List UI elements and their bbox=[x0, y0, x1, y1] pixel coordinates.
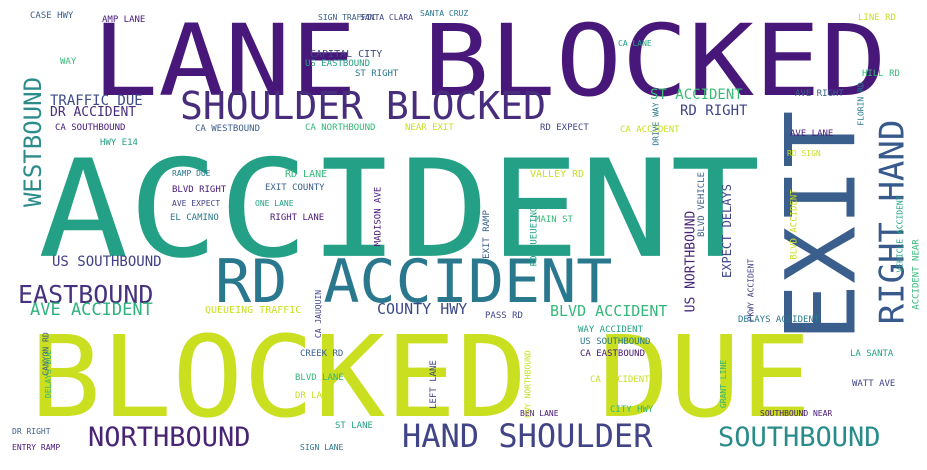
word-us-southbound: US SOUTHBOUND bbox=[52, 254, 162, 270]
word-small: ENTRY RAMP bbox=[12, 443, 61, 452]
word-small: DELAYS DUE bbox=[44, 349, 54, 399]
word-small: HWY NORTHBOUND bbox=[523, 350, 533, 418]
word-st-accident: ST ACCIDENT bbox=[650, 87, 743, 103]
word-northbound: NORTHBOUND bbox=[88, 422, 251, 453]
word-small: CASE HWY bbox=[30, 11, 74, 21]
word-small: HILL RD bbox=[862, 69, 900, 79]
word-small: RAMP DUE bbox=[172, 169, 211, 178]
word-small: ACCIDENT NEAR bbox=[911, 239, 922, 310]
word-small: PASS RD bbox=[485, 311, 523, 321]
word-small: CA NORTHBOUND bbox=[305, 123, 376, 133]
word-small: CAPITAL CITY bbox=[310, 49, 383, 60]
word-blvd-accident: BLVD ACCIDENT bbox=[550, 302, 668, 320]
word-small: US SOUTHBOUND bbox=[580, 337, 651, 347]
word-small: ONE LANE bbox=[255, 199, 294, 208]
word-small: SANTA CLARA bbox=[360, 13, 413, 22]
word-small: US EASTBOUND bbox=[305, 59, 371, 69]
word-small: DR LANE bbox=[295, 391, 333, 401]
word-exit: EXIT bbox=[765, 110, 878, 342]
word-small: DELAYS ACCIDENT bbox=[738, 315, 820, 325]
word-expect-delays: EXPECT DELAYS bbox=[719, 184, 734, 278]
word-small: RIGHT LANE bbox=[270, 213, 325, 223]
word-blocked-due: BLOCKED DUE bbox=[30, 311, 812, 443]
word-shoulder-blocked: SHOULDER BLOCKED bbox=[180, 84, 547, 128]
word-small: MADISON AVE bbox=[373, 186, 384, 247]
word-rd-right: RD RIGHT bbox=[680, 103, 748, 119]
word-county-hwy: COUNTY HWY bbox=[377, 300, 468, 318]
word-small: AVE EXPECT bbox=[172, 199, 221, 208]
word-small: BLVD ACCIDENT bbox=[789, 189, 800, 260]
word-small: CA JAUQUIN bbox=[314, 289, 324, 339]
word-small: SIGN LANE bbox=[300, 443, 344, 452]
word-traffic-due: TRAFFIC DUE bbox=[50, 93, 143, 109]
word-small: ST LANE bbox=[335, 421, 373, 431]
word-small: QUEUEING TRAFFIC bbox=[205, 305, 302, 316]
word-small: WAY ACCIDENT bbox=[578, 325, 644, 335]
word-westbound: WESTBOUND bbox=[19, 76, 48, 208]
word-small: EXIT RAMP bbox=[481, 210, 492, 259]
word-small: CA EASTBOUND bbox=[580, 349, 646, 359]
word-small: MAIN ST bbox=[535, 215, 573, 225]
word-small: SOUTHBOUND NEAR bbox=[760, 409, 833, 418]
word-hand-shoulder: HAND SHOULDER bbox=[402, 417, 653, 455]
word-small: RD SIGN bbox=[787, 149, 821, 158]
word-ave-accident: AVE ACCIDENT bbox=[30, 300, 153, 320]
word-small: BLVD RIGHT bbox=[172, 185, 227, 195]
word-small: BLVD VEHICLE bbox=[697, 171, 708, 238]
word-small: GRANT LINE bbox=[719, 359, 729, 409]
word-small: LINE RD bbox=[858, 13, 896, 23]
word-small: RD QUEUEING bbox=[529, 206, 540, 267]
word-small: EL CAMINO bbox=[170, 213, 219, 223]
word-small: WAY bbox=[60, 57, 77, 67]
word-small: BEN LANE bbox=[520, 409, 559, 418]
word-small: DRIVE WAY bbox=[651, 102, 661, 146]
word-small: PKWY ACCIDENT bbox=[746, 258, 756, 322]
word-small: CA SOUTHBOUND bbox=[55, 123, 126, 133]
word-small: AMP LANE bbox=[102, 15, 146, 25]
word-small: HWY E14 bbox=[100, 138, 138, 148]
word-small: CA ACCIDENT bbox=[620, 125, 680, 135]
word-small: SANTA CRUZ bbox=[420, 9, 469, 18]
word-lane-blocked: LANE BLOCKED bbox=[92, 3, 887, 119]
word-small: WATT AVE bbox=[852, 379, 896, 389]
word-southbound: SOUTHBOUND bbox=[718, 422, 881, 453]
word-us-northbound: US NORTHBOUND bbox=[683, 210, 699, 313]
word-small: AVE RIGHT bbox=[795, 89, 844, 99]
word-small: CITY HWY bbox=[610, 405, 654, 415]
word-small: LA SANTA bbox=[850, 349, 894, 359]
word-dr-accident: DR ACCIDENT bbox=[50, 105, 137, 120]
word-accident: ACCIDENT bbox=[38, 131, 761, 289]
word-small: RD EXPECT bbox=[540, 123, 589, 133]
word-small: LEFT LANE bbox=[428, 360, 439, 409]
word-small: EXIT COUNTY bbox=[265, 183, 325, 193]
word-small: NEAR EXIT bbox=[405, 123, 454, 133]
word-small: CA WESTBOUND bbox=[195, 124, 261, 134]
word-eastbound: EASTBOUND bbox=[18, 280, 154, 309]
word-small: CA LANE bbox=[618, 39, 652, 48]
word-small: DR RIGHT bbox=[12, 427, 51, 436]
word-small: RD LANE bbox=[285, 169, 328, 180]
word-small: VEHICLE ACCIDENT bbox=[895, 195, 905, 273]
word-small: ST RIGHT bbox=[355, 69, 399, 79]
word-small: CREEK RD bbox=[300, 349, 344, 359]
word-small: AVE LANE bbox=[790, 129, 834, 139]
word-small: CA ACCIDENT bbox=[590, 375, 650, 385]
word-small: SIGN TRAFFIC bbox=[318, 13, 376, 22]
word-small: BLVD LANE bbox=[295, 373, 344, 383]
word-rd-accident: RD ACCIDENT bbox=[215, 247, 613, 317]
word-small: VALLEY RD bbox=[530, 169, 585, 180]
word-small: FLORIN RD bbox=[856, 82, 866, 126]
